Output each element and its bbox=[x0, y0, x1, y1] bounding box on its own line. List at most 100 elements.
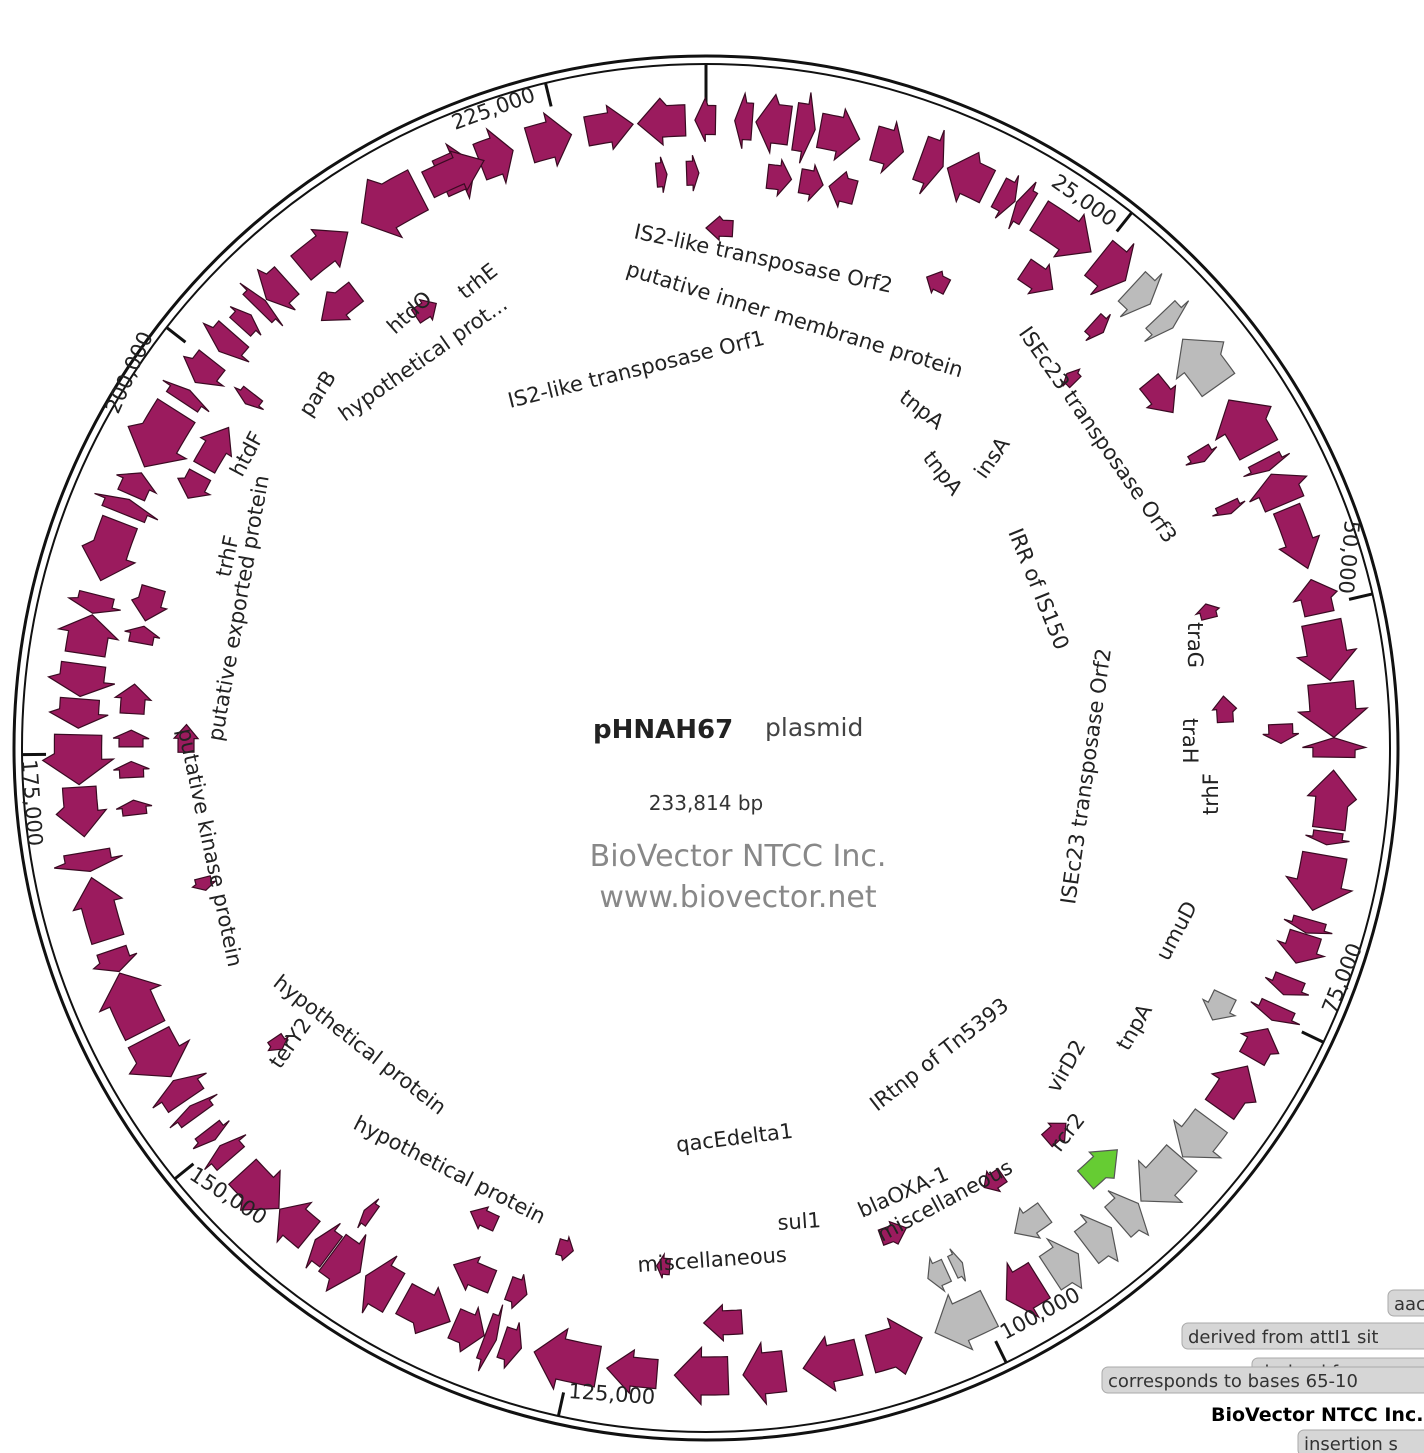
gene-feature bbox=[239, 282, 284, 327]
gene-feature bbox=[1073, 1213, 1119, 1265]
note-watermark: BioVector NTCC Inc. bbox=[1211, 1404, 1423, 1426]
gene-feature bbox=[990, 175, 1020, 219]
gene-feature bbox=[447, 1305, 485, 1353]
gene-feature bbox=[1005, 1261, 1052, 1319]
scale-tick bbox=[1115, 211, 1133, 233]
gene-feature bbox=[320, 281, 365, 322]
gene-feature bbox=[130, 584, 169, 622]
gene-feature bbox=[115, 799, 153, 817]
plasmid-kind: plasmid bbox=[765, 713, 863, 742]
gene-feature bbox=[1083, 239, 1135, 296]
gene-feature bbox=[802, 1335, 864, 1393]
gene-feature bbox=[98, 972, 166, 1042]
gene-feature bbox=[1083, 312, 1111, 342]
gene-feature bbox=[233, 385, 264, 411]
gene-feature bbox=[555, 1235, 574, 1262]
gene-feature bbox=[127, 397, 196, 468]
gene-feature bbox=[1264, 971, 1310, 996]
gene-feature bbox=[1144, 299, 1190, 343]
note-box bbox=[1181, 1322, 1424, 1350]
gene-feature bbox=[946, 1248, 967, 1282]
gene-feature bbox=[228, 306, 262, 338]
gene-feature bbox=[48, 696, 109, 729]
gene-feature bbox=[583, 104, 634, 151]
gene-feature bbox=[202, 320, 250, 363]
note-box bbox=[1387, 1289, 1424, 1317]
gene-feature bbox=[934, 1289, 1000, 1351]
gene-feature bbox=[290, 228, 349, 281]
gene-feature bbox=[1283, 914, 1333, 935]
gene-feature bbox=[1103, 1190, 1150, 1239]
plasmid-length: 233,814 bp bbox=[649, 791, 763, 815]
gene-feature bbox=[176, 468, 212, 499]
gene-feature bbox=[742, 1340, 788, 1406]
gene-feature bbox=[1276, 928, 1327, 964]
gene-feature bbox=[357, 1198, 381, 1229]
gene-feature bbox=[1212, 497, 1246, 517]
gene-feature bbox=[72, 876, 125, 946]
gene-feature bbox=[1204, 1065, 1257, 1121]
gene-feature bbox=[1201, 989, 1237, 1021]
gene-feature bbox=[469, 1206, 500, 1232]
gene-feature bbox=[654, 156, 668, 193]
plasmid-name: pHNAH67 bbox=[593, 715, 733, 745]
scale-tick bbox=[1348, 592, 1373, 601]
gene-feature bbox=[1243, 450, 1291, 478]
gene-feature bbox=[192, 1119, 230, 1150]
gene-feature bbox=[112, 729, 150, 748]
gene-feature bbox=[317, 1233, 367, 1293]
scale-tick bbox=[1301, 1030, 1325, 1044]
gene-feature bbox=[1038, 1237, 1083, 1291]
gene-feature bbox=[815, 107, 861, 162]
gene-feature bbox=[983, 1167, 1008, 1193]
gene-feature bbox=[702, 1303, 744, 1343]
gene-feature bbox=[605, 1348, 659, 1395]
gene-feature bbox=[81, 514, 139, 582]
gene-feature bbox=[1306, 769, 1358, 832]
gene-feature bbox=[1295, 617, 1358, 682]
gene-feature bbox=[1008, 181, 1039, 230]
gene-feature bbox=[1238, 1028, 1280, 1067]
gene-feature bbox=[1284, 850, 1354, 912]
scale-tick bbox=[994, 1340, 1008, 1364]
feature-label: trhF bbox=[1199, 773, 1223, 815]
gene-feature bbox=[256, 265, 300, 311]
note-text: insertion s bbox=[1304, 1434, 1398, 1453]
gene-feature bbox=[56, 614, 120, 658]
gene-feature bbox=[734, 91, 755, 149]
feature-label: traH bbox=[1178, 718, 1202, 764]
gene-feature bbox=[694, 96, 717, 143]
note-text: corresponds to bases 65-10 bbox=[1108, 1371, 1358, 1392]
gene-feature bbox=[204, 1134, 247, 1172]
gene-feature bbox=[705, 215, 734, 242]
gene-feature bbox=[116, 472, 158, 502]
gene-feature bbox=[475, 1304, 504, 1372]
scale-tick bbox=[173, 1162, 195, 1181]
gene-feature bbox=[864, 1317, 923, 1376]
gene-feature bbox=[1302, 737, 1368, 759]
gene-feature bbox=[765, 157, 793, 198]
scale-tick bbox=[165, 326, 187, 344]
gene-feature bbox=[452, 1256, 498, 1294]
feature-layer bbox=[22, 64, 1373, 1417]
gene-feature bbox=[169, 1093, 218, 1129]
gene-feature bbox=[1076, 1149, 1118, 1190]
gene-feature bbox=[1013, 1202, 1053, 1239]
scale-tick bbox=[556, 1392, 566, 1417]
gene-feature bbox=[227, 1158, 281, 1211]
gene-feature bbox=[361, 1255, 406, 1314]
gene-feature bbox=[266, 1032, 290, 1052]
gene-feature bbox=[394, 1282, 451, 1335]
gene-feature bbox=[113, 683, 153, 715]
gene-feature bbox=[912, 129, 945, 195]
note-text: derived from attI1 sit bbox=[1188, 1327, 1378, 1348]
gene-feature bbox=[1272, 502, 1321, 570]
gene-feature bbox=[113, 760, 150, 779]
note-box bbox=[1297, 1429, 1424, 1453]
gene-feature bbox=[46, 660, 116, 698]
watermark: www.biovector.net bbox=[599, 880, 877, 915]
gene-feature bbox=[925, 270, 952, 296]
gene-feature bbox=[1029, 200, 1092, 258]
feature-label: sul1 bbox=[777, 1208, 822, 1235]
